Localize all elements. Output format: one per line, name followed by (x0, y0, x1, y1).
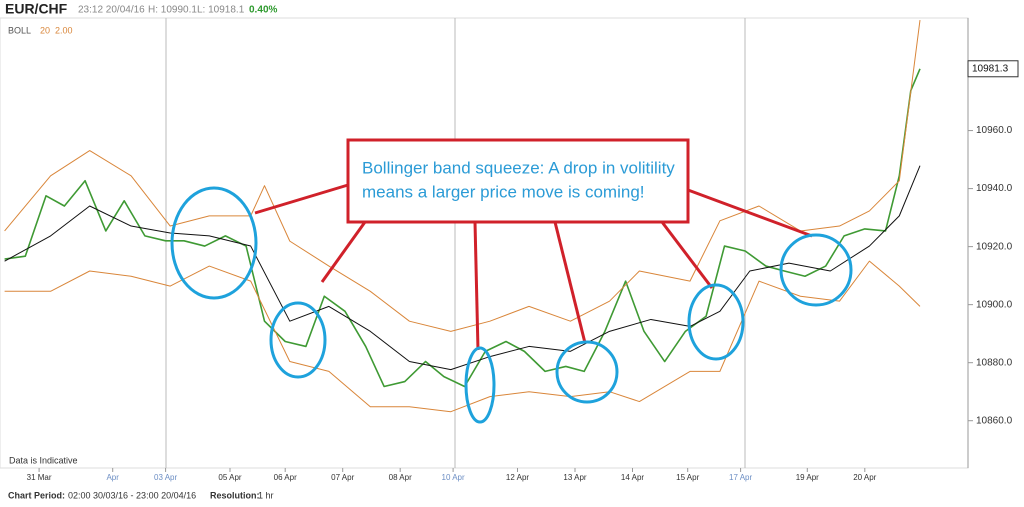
x-tick-label: 19 Apr (796, 473, 819, 482)
footer-resolution-label: Resolution: (210, 490, 260, 500)
x-tick-label: Apr (106, 473, 119, 482)
series-line (4, 68, 921, 388)
note: Data is Indicative (9, 455, 78, 465)
x-tick-label: 15 Apr (676, 473, 699, 482)
indicator-period: 20 (40, 25, 50, 35)
annotation-box (346, 138, 690, 224)
x-tick-label: 08 Apr (389, 473, 412, 482)
x-tick-label: 17 Apr (729, 473, 752, 482)
squeeze-circle (779, 233, 853, 307)
header-time: 23:12 20/04/16 (78, 5, 145, 16)
footer-period-label: Chart Period: (8, 490, 65, 500)
series-line (4, 260, 921, 413)
x-tick-label: 05 Apr (218, 473, 241, 482)
squeeze-circle (464, 346, 496, 424)
y-tick-label: 10920.0 (976, 241, 1013, 252)
chart-title: EUR/CHF (5, 1, 68, 17)
footer-period: 02:00 30/03/16 - 23:00 20/04/16 (68, 490, 196, 500)
squeeze-circle (687, 283, 745, 361)
arrow (687, 188, 813, 238)
squeeze-circle (269, 301, 327, 379)
last-price-label: 10981.3 (972, 63, 1009, 74)
indicator-width: 2.00 (55, 25, 73, 35)
annotation-layer: Bollinger band squeeze: A drop in voliti… (170, 138, 853, 424)
annotation-text: Bollinger band squeeze: A drop in voliti… (362, 158, 675, 177)
y-tick-label: 10960.0 (976, 125, 1013, 136)
arrow (473, 221, 480, 351)
x-tick-label: 20 Apr (853, 473, 876, 482)
header-change-pct: 0% (263, 5, 278, 16)
arrow (553, 221, 587, 344)
x-tick-label: 10 Apr (442, 473, 465, 482)
squeeze-circle (555, 340, 619, 404)
footer-resolution: 1 hr (258, 490, 274, 500)
y-tick-label: 10860.0 (976, 415, 1013, 426)
arrow (660, 221, 714, 289)
arrow (254, 183, 349, 215)
x-tick-label: 12 Apr (506, 473, 529, 482)
x-tick-label: 03 Apr (154, 473, 177, 482)
squeeze-circle (170, 186, 258, 300)
header-high: H: 10990.1 (148, 5, 197, 16)
arrow (320, 221, 367, 283)
y-tick-label: 10880.0 (976, 357, 1013, 368)
header-change: 0.4 (249, 5, 263, 16)
y-tick-label: 10940.0 (976, 183, 1013, 194)
x-tick-label: 06 Apr (274, 473, 297, 482)
indicator-name: BOLL (8, 25, 31, 35)
annotation-text: means a larger price move is coming! (362, 182, 645, 201)
last-price-box (967, 60, 1019, 78)
x-tick-label: 31 Mar (27, 473, 52, 482)
series-line (4, 19, 921, 332)
plot-area (0, 17, 969, 469)
header-low: L: 10918.1 (197, 5, 245, 16)
x-tick-label: 13 Apr (563, 473, 586, 482)
y-tick-label: 10900.0 (976, 299, 1013, 310)
x-tick-label: 07 Apr (331, 473, 354, 482)
x-tick-label: 14 Apr (621, 473, 644, 482)
